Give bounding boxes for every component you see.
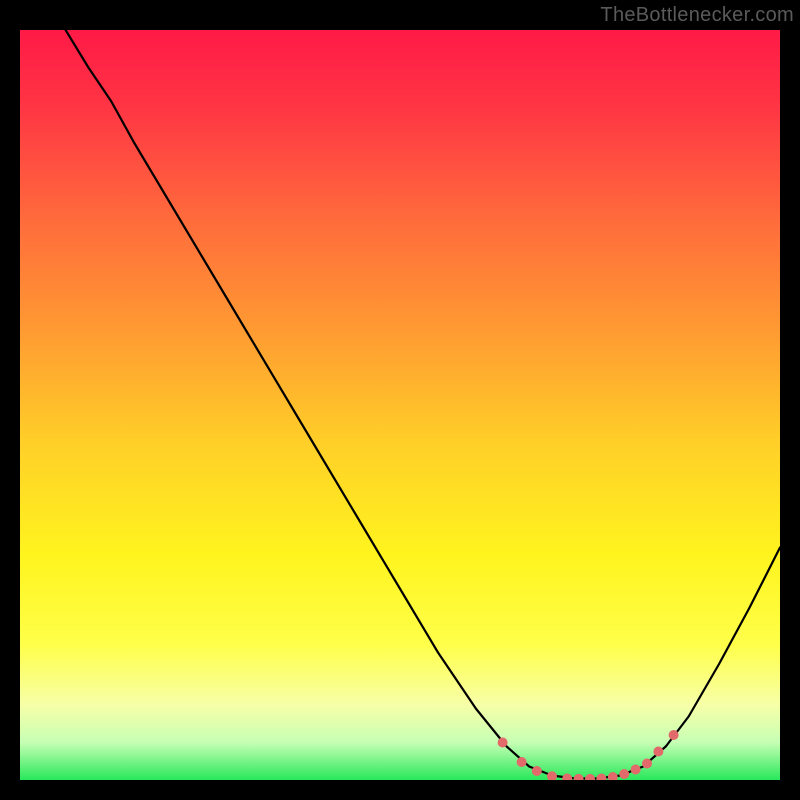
chart-container: TheBottlenecker.com <box>0 0 800 800</box>
watermark-label: TheBottlenecker.com <box>600 4 794 27</box>
curve-marker <box>498 738 507 747</box>
curve-marker <box>608 773 617 781</box>
curve-marker <box>631 765 640 774</box>
curve-marker <box>563 774 572 780</box>
curve-marker <box>620 770 629 779</box>
curve-marker <box>597 774 606 780</box>
plot-area <box>20 30 780 780</box>
curve-marker <box>517 758 526 767</box>
curve-marker <box>654 747 663 756</box>
chart-svg <box>20 30 780 780</box>
curve-marker <box>586 774 595 780</box>
curve-marker <box>548 772 557 780</box>
curve-marker <box>532 767 541 776</box>
curve-marker <box>669 731 678 740</box>
curve-marker <box>643 759 652 768</box>
curve-marker <box>574 774 583 780</box>
